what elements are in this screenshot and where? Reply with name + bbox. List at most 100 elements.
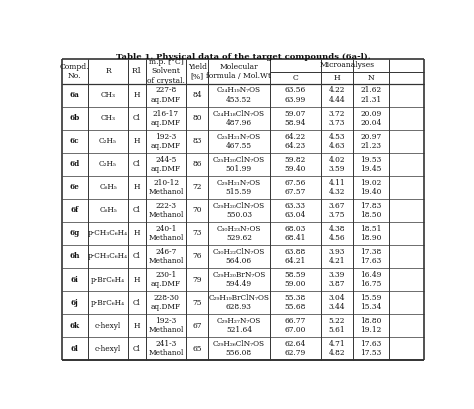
Text: 6j: 6j	[71, 299, 79, 307]
Text: H: H	[334, 74, 340, 82]
Text: 3.93
4.21: 3.93 4.21	[328, 248, 345, 265]
Text: p-CH₃C₆H₄: p-CH₃C₆H₄	[88, 252, 128, 261]
Text: CH₃: CH₃	[100, 114, 116, 122]
Text: 17.83
18.50: 17.83 18.50	[360, 202, 382, 219]
Text: 6a: 6a	[70, 91, 80, 99]
Text: 244-5
aq.DMF: 244-5 aq.DMF	[151, 155, 181, 173]
Text: 4.53
4.63: 4.53 4.63	[328, 133, 345, 150]
Text: c-hexyl: c-hexyl	[95, 321, 121, 330]
Text: Yield
[%]: Yield [%]	[188, 63, 207, 80]
Text: H: H	[134, 91, 140, 99]
Text: C₂₉H₂₁N₇OS
515.59: C₂₉H₂₁N₇OS 515.59	[217, 179, 261, 196]
Text: N: N	[367, 74, 374, 82]
Text: 86: 86	[192, 160, 202, 169]
Text: 63.56
63.99: 63.56 63.99	[284, 86, 306, 104]
Text: C₂H₅: C₂H₅	[99, 137, 117, 145]
Text: 5.22
5.61: 5.22 5.61	[328, 317, 345, 334]
Text: 15.59
15.34: 15.59 15.34	[360, 294, 382, 311]
Text: 230-1
aq.DMF: 230-1 aq.DMF	[151, 271, 181, 288]
Text: Microanalyses: Microanalyses	[319, 61, 374, 70]
Text: 72: 72	[192, 183, 202, 191]
Text: C₃₀H₂₂ClN₇OS
564.06: C₃₀H₂₂ClN₇OS 564.06	[213, 248, 265, 265]
Text: 18.51
18.90: 18.51 18.90	[360, 225, 382, 242]
Text: Cl: Cl	[133, 345, 141, 353]
Text: 84: 84	[192, 91, 202, 99]
Text: 4.02
3.59: 4.02 3.59	[328, 155, 345, 173]
Text: 66.77
67.00: 66.77 67.00	[284, 317, 306, 334]
Text: R1: R1	[132, 67, 142, 75]
Text: 59.82
59.40: 59.82 59.40	[284, 155, 306, 173]
Text: 240-1
Methanol: 240-1 Methanol	[148, 225, 184, 242]
Text: 18.80
19.12: 18.80 19.12	[360, 317, 382, 334]
Text: 3.67
3.75: 3.67 3.75	[328, 202, 345, 219]
Text: 3.39
3.87: 3.39 3.87	[328, 271, 345, 288]
Text: 80: 80	[192, 114, 202, 122]
Text: 4.22
4.44: 4.22 4.44	[328, 86, 345, 104]
Text: 6l: 6l	[71, 345, 79, 353]
Text: 63.88
64.21: 63.88 64.21	[284, 248, 306, 265]
Text: C₂₄H₁₉N₇OS
453.52: C₂₄H₁₉N₇OS 453.52	[217, 86, 261, 104]
Text: Molecular
formula / Mol.Wt: Molecular formula / Mol.Wt	[207, 63, 272, 80]
Text: 70: 70	[192, 207, 202, 214]
Text: 20.09
20.04: 20.09 20.04	[360, 110, 382, 127]
Text: C₂₅H₂₁N₇OS
467.55: C₂₅H₂₁N₇OS 467.55	[217, 133, 261, 150]
Text: H: H	[134, 137, 140, 145]
Text: 241-3
Methanol: 241-3 Methanol	[148, 340, 184, 357]
Text: p-CH₃C₆H₄: p-CH₃C₆H₄	[88, 229, 128, 238]
Text: CH₃: CH₃	[100, 91, 116, 99]
Text: 17.38
17.63: 17.38 17.63	[360, 248, 382, 265]
Text: C₆H₅: C₆H₅	[99, 207, 117, 214]
Text: 6e: 6e	[70, 183, 80, 191]
Text: Table 1. Physical data of the target compounds (6a-l).: Table 1. Physical data of the target com…	[116, 53, 370, 61]
Text: Cl: Cl	[133, 160, 141, 169]
Text: 246-7
Methanol: 246-7 Methanol	[148, 248, 184, 265]
Text: 6i: 6i	[71, 276, 79, 283]
Text: 222-3
Methanol: 222-3 Methanol	[148, 202, 184, 219]
Text: 6f: 6f	[71, 207, 79, 214]
Text: 17.63
17.53: 17.63 17.53	[360, 340, 382, 357]
Text: R: R	[105, 67, 111, 75]
Text: H: H	[134, 321, 140, 330]
Text: Cl: Cl	[133, 114, 141, 122]
Text: C₆H₅: C₆H₅	[99, 183, 117, 191]
Text: 228-30
aq.DMF: 228-30 aq.DMF	[151, 294, 181, 311]
Text: 20.97
21.23: 20.97 21.23	[360, 133, 382, 150]
Text: 67.56
67.57: 67.56 67.57	[284, 179, 306, 196]
Text: 19.02
19.40: 19.02 19.40	[360, 179, 382, 196]
Text: C₃₀H₂₃N₇OS
529.62: C₃₀H₂₃N₇OS 529.62	[217, 225, 261, 242]
Text: Compd.
No.: Compd. No.	[60, 63, 90, 80]
Text: C₂₉H₂₀ClN₇OS
550.03: C₂₉H₂₀ClN₇OS 550.03	[213, 202, 265, 219]
Text: m.p. [°C]
Solvent
of crystal.: m.p. [°C] Solvent of crystal.	[147, 58, 185, 85]
Text: 67: 67	[192, 321, 202, 330]
Text: 79: 79	[192, 276, 202, 283]
Text: p-BrC₆H₄: p-BrC₆H₄	[91, 276, 125, 283]
Text: H: H	[134, 183, 140, 191]
Text: H: H	[134, 229, 140, 238]
Text: 227-8
aq.DMF: 227-8 aq.DMF	[151, 86, 181, 104]
Text: C₂H₅: C₂H₅	[99, 160, 117, 169]
Text: Cl: Cl	[133, 207, 141, 214]
Text: C₂₉H₂₀BrN₇OS
594.49: C₂₉H₂₀BrN₇OS 594.49	[212, 271, 265, 288]
Text: C₂₅H₂₀ClN₇OS
501.99: C₂₅H₂₀ClN₇OS 501.99	[213, 155, 265, 173]
Text: p-BrC₆H₄: p-BrC₆H₄	[91, 299, 125, 307]
Text: 6h: 6h	[69, 252, 80, 261]
Text: 192-3
aq.DMF: 192-3 aq.DMF	[151, 133, 181, 150]
Text: 64.22
64.23: 64.22 64.23	[284, 133, 306, 150]
Text: 19.53
19.45: 19.53 19.45	[360, 155, 382, 173]
Text: 76: 76	[192, 252, 202, 261]
Text: C₂₉H₂₇N₇OS
521.64: C₂₉H₂₇N₇OS 521.64	[217, 317, 261, 334]
Text: 3.72
3.73: 3.72 3.73	[328, 110, 345, 127]
Text: H: H	[134, 276, 140, 283]
Text: 216-17
aq.DMF: 216-17 aq.DMF	[151, 110, 181, 127]
Text: 59.07
58.94: 59.07 58.94	[284, 110, 306, 127]
Text: 55.38
55.68: 55.38 55.68	[284, 294, 306, 311]
Text: c-hexyl: c-hexyl	[95, 345, 121, 353]
Text: 4.71
4.82: 4.71 4.82	[328, 340, 345, 357]
Text: 6k: 6k	[70, 321, 80, 330]
Text: C₂₄H₁₈ClN₇OS
487.96: C₂₄H₁₈ClN₇OS 487.96	[213, 110, 265, 127]
Text: Cl: Cl	[133, 252, 141, 261]
Text: 192-3
Methanol: 192-3 Methanol	[148, 317, 184, 334]
Text: C: C	[292, 74, 298, 82]
Text: 3.04
3.44: 3.04 3.44	[328, 294, 345, 311]
Text: 63.33
63.04: 63.33 63.04	[284, 202, 306, 219]
